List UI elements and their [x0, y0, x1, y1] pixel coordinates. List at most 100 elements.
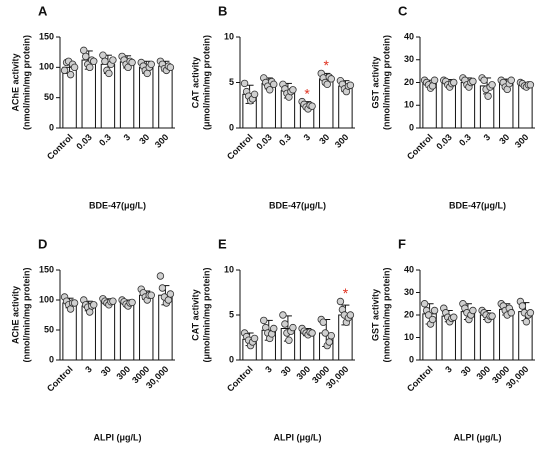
data-point — [270, 80, 278, 89]
data-point — [428, 315, 437, 324]
data-point — [166, 63, 175, 72]
x-tick-label: 300 — [513, 132, 531, 150]
bar — [518, 84, 533, 129]
y-tick-label: 30 — [404, 287, 414, 297]
x-tick-label: Control — [225, 132, 255, 162]
data-point — [82, 52, 90, 61]
x-tick-label: 0.3 — [457, 132, 473, 148]
data-point — [70, 63, 79, 72]
data-point — [308, 329, 316, 337]
y-tick-label: 100 — [39, 62, 54, 72]
y-tick-label: 0 — [409, 122, 414, 132]
x-tick-label: 30 — [497, 132, 511, 146]
y-tick-label: 40 — [404, 264, 414, 274]
data-point — [109, 56, 117, 64]
panel-letter: B — [218, 3, 227, 18]
x-axis-label: ALPI (μg/L) — [94, 432, 142, 442]
data-point — [70, 299, 79, 307]
data-point — [156, 272, 165, 280]
x-axis-label: ALPI (μg/L) — [454, 432, 502, 442]
data-point — [346, 81, 355, 89]
x-tick-label: 30 — [99, 364, 113, 378]
panel-letter: E — [218, 236, 227, 251]
y-tick-label: 5 — [229, 77, 234, 87]
x-tick-label: 3 — [443, 364, 454, 375]
data-point — [323, 80, 331, 89]
y-axis-label: GST activity — [370, 289, 380, 341]
data-point — [66, 70, 75, 79]
data-point — [289, 86, 297, 94]
y-axis-label: AChE activity — [10, 286, 20, 344]
y-axis-label: (μmol/min/mg protein) — [201, 267, 211, 362]
data-point — [66, 305, 75, 313]
y-axis-label: (nmol/min/mg protein) — [21, 35, 31, 130]
data-point — [336, 297, 345, 306]
y-tick-label: 0 — [409, 354, 414, 364]
data-point — [147, 291, 155, 299]
data-point — [507, 76, 515, 84]
y-axis-label: GST activity — [370, 56, 380, 108]
y-axis-label: (nmol/min/mg protein) — [381, 35, 391, 130]
data-point — [319, 318, 327, 326]
y-axis-label: (μmol/min/mg protein) — [201, 35, 211, 130]
data-point — [128, 58, 136, 67]
y-axis-label: CAT activity — [190, 57, 200, 108]
data-point — [450, 78, 458, 87]
x-tick-label: 30 — [279, 364, 293, 378]
significance-star: * — [304, 85, 310, 101]
data-point — [289, 323, 297, 332]
significance-star: * — [324, 57, 330, 73]
y-axis-label: (nmol/min/mg protein) — [21, 268, 31, 363]
x-tick-label: 30 — [459, 364, 473, 378]
x-tick-label: Control — [405, 364, 435, 394]
data-point — [86, 63, 94, 72]
data-point — [346, 311, 355, 319]
panel-letter: A — [38, 3, 48, 18]
data-point — [469, 77, 477, 86]
data-point — [250, 334, 259, 343]
data-point — [308, 102, 316, 110]
x-tick-label: Control — [225, 364, 255, 394]
y-tick-label: 10 — [404, 332, 414, 342]
x-tick-label: 0.3 — [277, 132, 293, 148]
data-point — [101, 57, 109, 65]
panel-letter: D — [38, 236, 47, 251]
data-point — [240, 79, 249, 88]
data-point — [488, 81, 496, 89]
y-tick-label: 50 — [44, 324, 54, 334]
y-tick-label: 5 — [229, 309, 234, 319]
y-tick-label: 0 — [229, 354, 234, 364]
x-axis-label: ALPI (μg/L) — [274, 432, 322, 442]
y-tick-label: 0 — [49, 122, 54, 132]
data-point — [166, 290, 175, 298]
x-tick-label: Control — [45, 364, 75, 394]
x-tick-label: 3 — [122, 132, 133, 143]
x-axis-label: BDE-47(μg/L) — [269, 200, 326, 210]
x-tick-label: 30 — [137, 132, 151, 146]
x-tick-label: 0.03 — [434, 132, 453, 151]
data-point — [420, 300, 429, 308]
data-point — [86, 308, 94, 316]
y-tick-label: 20 — [404, 309, 414, 319]
x-tick-label: 3 — [302, 132, 313, 143]
data-point — [158, 284, 167, 292]
y-tick-label: 100 — [39, 294, 54, 304]
x-tick-label: Control — [405, 132, 435, 162]
data-point — [321, 329, 329, 337]
x-tick-label: 300 — [114, 364, 132, 382]
data-point — [90, 301, 98, 309]
x-tick-label: 0.03 — [74, 132, 93, 151]
data-point — [450, 313, 458, 321]
x-axis-label: BDE-47(μg/L) — [449, 200, 506, 210]
x-tick-label: 3 — [83, 364, 94, 375]
y-tick-label: 10 — [404, 100, 414, 110]
bar — [119, 61, 135, 129]
data-point — [488, 312, 496, 320]
data-point — [128, 298, 136, 307]
data-point — [147, 60, 155, 69]
data-point — [518, 302, 527, 310]
x-tick-label: 300 — [474, 364, 492, 382]
data-point — [60, 66, 69, 75]
panel-letter: C — [398, 3, 408, 18]
